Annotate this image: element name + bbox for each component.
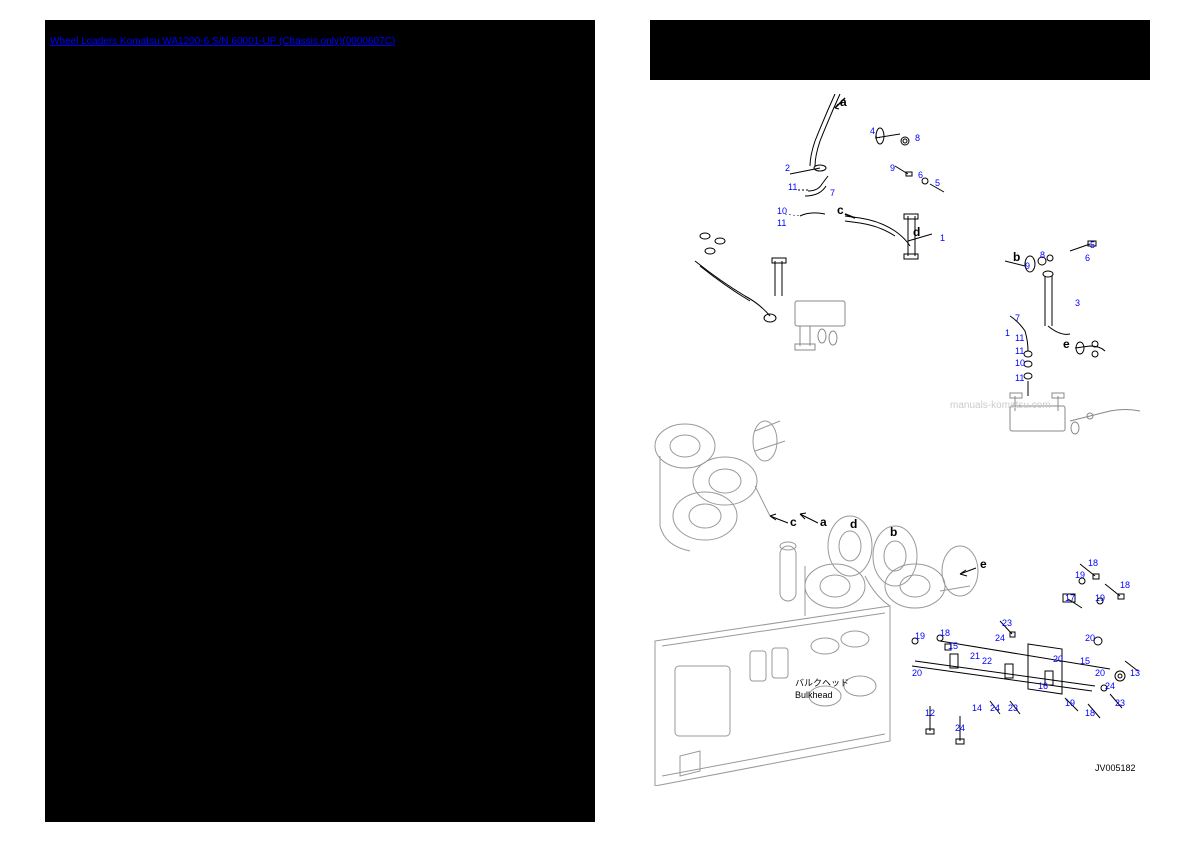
callout-number: 24 xyxy=(955,723,965,733)
callout-number: 10 xyxy=(1015,358,1025,368)
callout-number: 18 xyxy=(1120,580,1130,590)
figure-code: JV005182 xyxy=(1095,763,1136,773)
callout-number: 19 xyxy=(1075,570,1085,580)
callout-number: 6 xyxy=(918,170,923,180)
callout-number: 7 xyxy=(1015,313,1020,323)
callout-number: 18 xyxy=(1088,558,1098,568)
callout-number: 20 xyxy=(1053,654,1063,664)
callout-letter: c xyxy=(837,203,844,217)
callout-number: 2 xyxy=(785,163,790,173)
callout-number: 8 xyxy=(915,133,920,143)
callout-number: 12 xyxy=(925,708,935,718)
callout-letter: a xyxy=(840,95,847,109)
callout-number: 14 xyxy=(972,703,982,713)
callout-number: 24 xyxy=(990,703,1000,713)
callout-number: 20 xyxy=(1085,633,1095,643)
callout-letter: b xyxy=(890,525,897,539)
callout-number: 20 xyxy=(912,668,922,678)
callout-number: 3 xyxy=(1075,298,1080,308)
callout-number: 15 xyxy=(948,641,958,651)
callout-number: 1 xyxy=(940,233,945,243)
callout-number: 11 xyxy=(1015,373,1024,383)
callout-number: 19 xyxy=(1095,593,1105,603)
callout-number: 23 xyxy=(1008,703,1018,713)
callout-number: 23 xyxy=(1115,698,1125,708)
callout-letter: d xyxy=(850,517,857,531)
callout-letter: a xyxy=(820,515,827,529)
callout-number: 6 xyxy=(1085,253,1090,263)
callout-number: 11 xyxy=(1015,333,1024,343)
parts-diagram: manuals-komatsu.com バルクヘッド Bulkhead JV00… xyxy=(650,86,1150,786)
left-panel xyxy=(45,20,595,822)
right-header xyxy=(650,20,1150,80)
callout-number: 9 xyxy=(890,163,895,173)
callout-number: 8 xyxy=(1040,250,1045,260)
bulkhead-jp: バルクヘッド xyxy=(795,678,849,688)
callout-letter: e xyxy=(1063,337,1070,351)
breadcrumb-link[interactable]: Wheel Loaders Komatsu WA1200-6 S/N 60001… xyxy=(50,36,395,47)
callout-number: 11 xyxy=(1015,346,1024,356)
callout-letter: d xyxy=(913,225,920,239)
callout-number: 24 xyxy=(995,633,1005,643)
callout-number: 23 xyxy=(1002,618,1012,628)
bulkhead-en: Bulkhead xyxy=(795,690,833,700)
callout-number: 21 xyxy=(970,651,980,661)
callout-number: 20 xyxy=(1095,668,1105,678)
callout-letter: b xyxy=(1013,250,1020,264)
callout-number: 18 xyxy=(1085,708,1095,718)
callout-number: 19 xyxy=(915,631,925,641)
callout-number: 19 xyxy=(1065,698,1075,708)
callout-number: 4 xyxy=(870,126,875,136)
callout-number: 16 xyxy=(1038,681,1048,691)
diagram-area: manuals-komatsu.com バルクヘッド Bulkhead JV00… xyxy=(650,86,1150,786)
callout-number: 1 xyxy=(1005,328,1010,338)
callout-number: 11 xyxy=(777,218,786,228)
callout-number: 5 xyxy=(1090,240,1095,250)
callout-number: 22 xyxy=(982,656,992,666)
callout-number: 10 xyxy=(777,206,787,216)
callout-number: 24 xyxy=(1105,681,1115,691)
callout-number: 13 xyxy=(1130,668,1140,678)
callout-number: 5 xyxy=(935,178,940,188)
callout-number: 15 xyxy=(1080,656,1090,666)
callout-number: 11 xyxy=(788,182,797,192)
callout-letter: c xyxy=(790,515,797,529)
callout-letter: e xyxy=(980,557,987,571)
watermark-text: manuals-komatsu.com xyxy=(950,400,1051,411)
callout-number: 7 xyxy=(830,188,835,198)
callout-number: 9 xyxy=(1025,261,1030,271)
callout-number: 17 xyxy=(1065,593,1075,603)
callout-number: 18 xyxy=(940,628,950,638)
